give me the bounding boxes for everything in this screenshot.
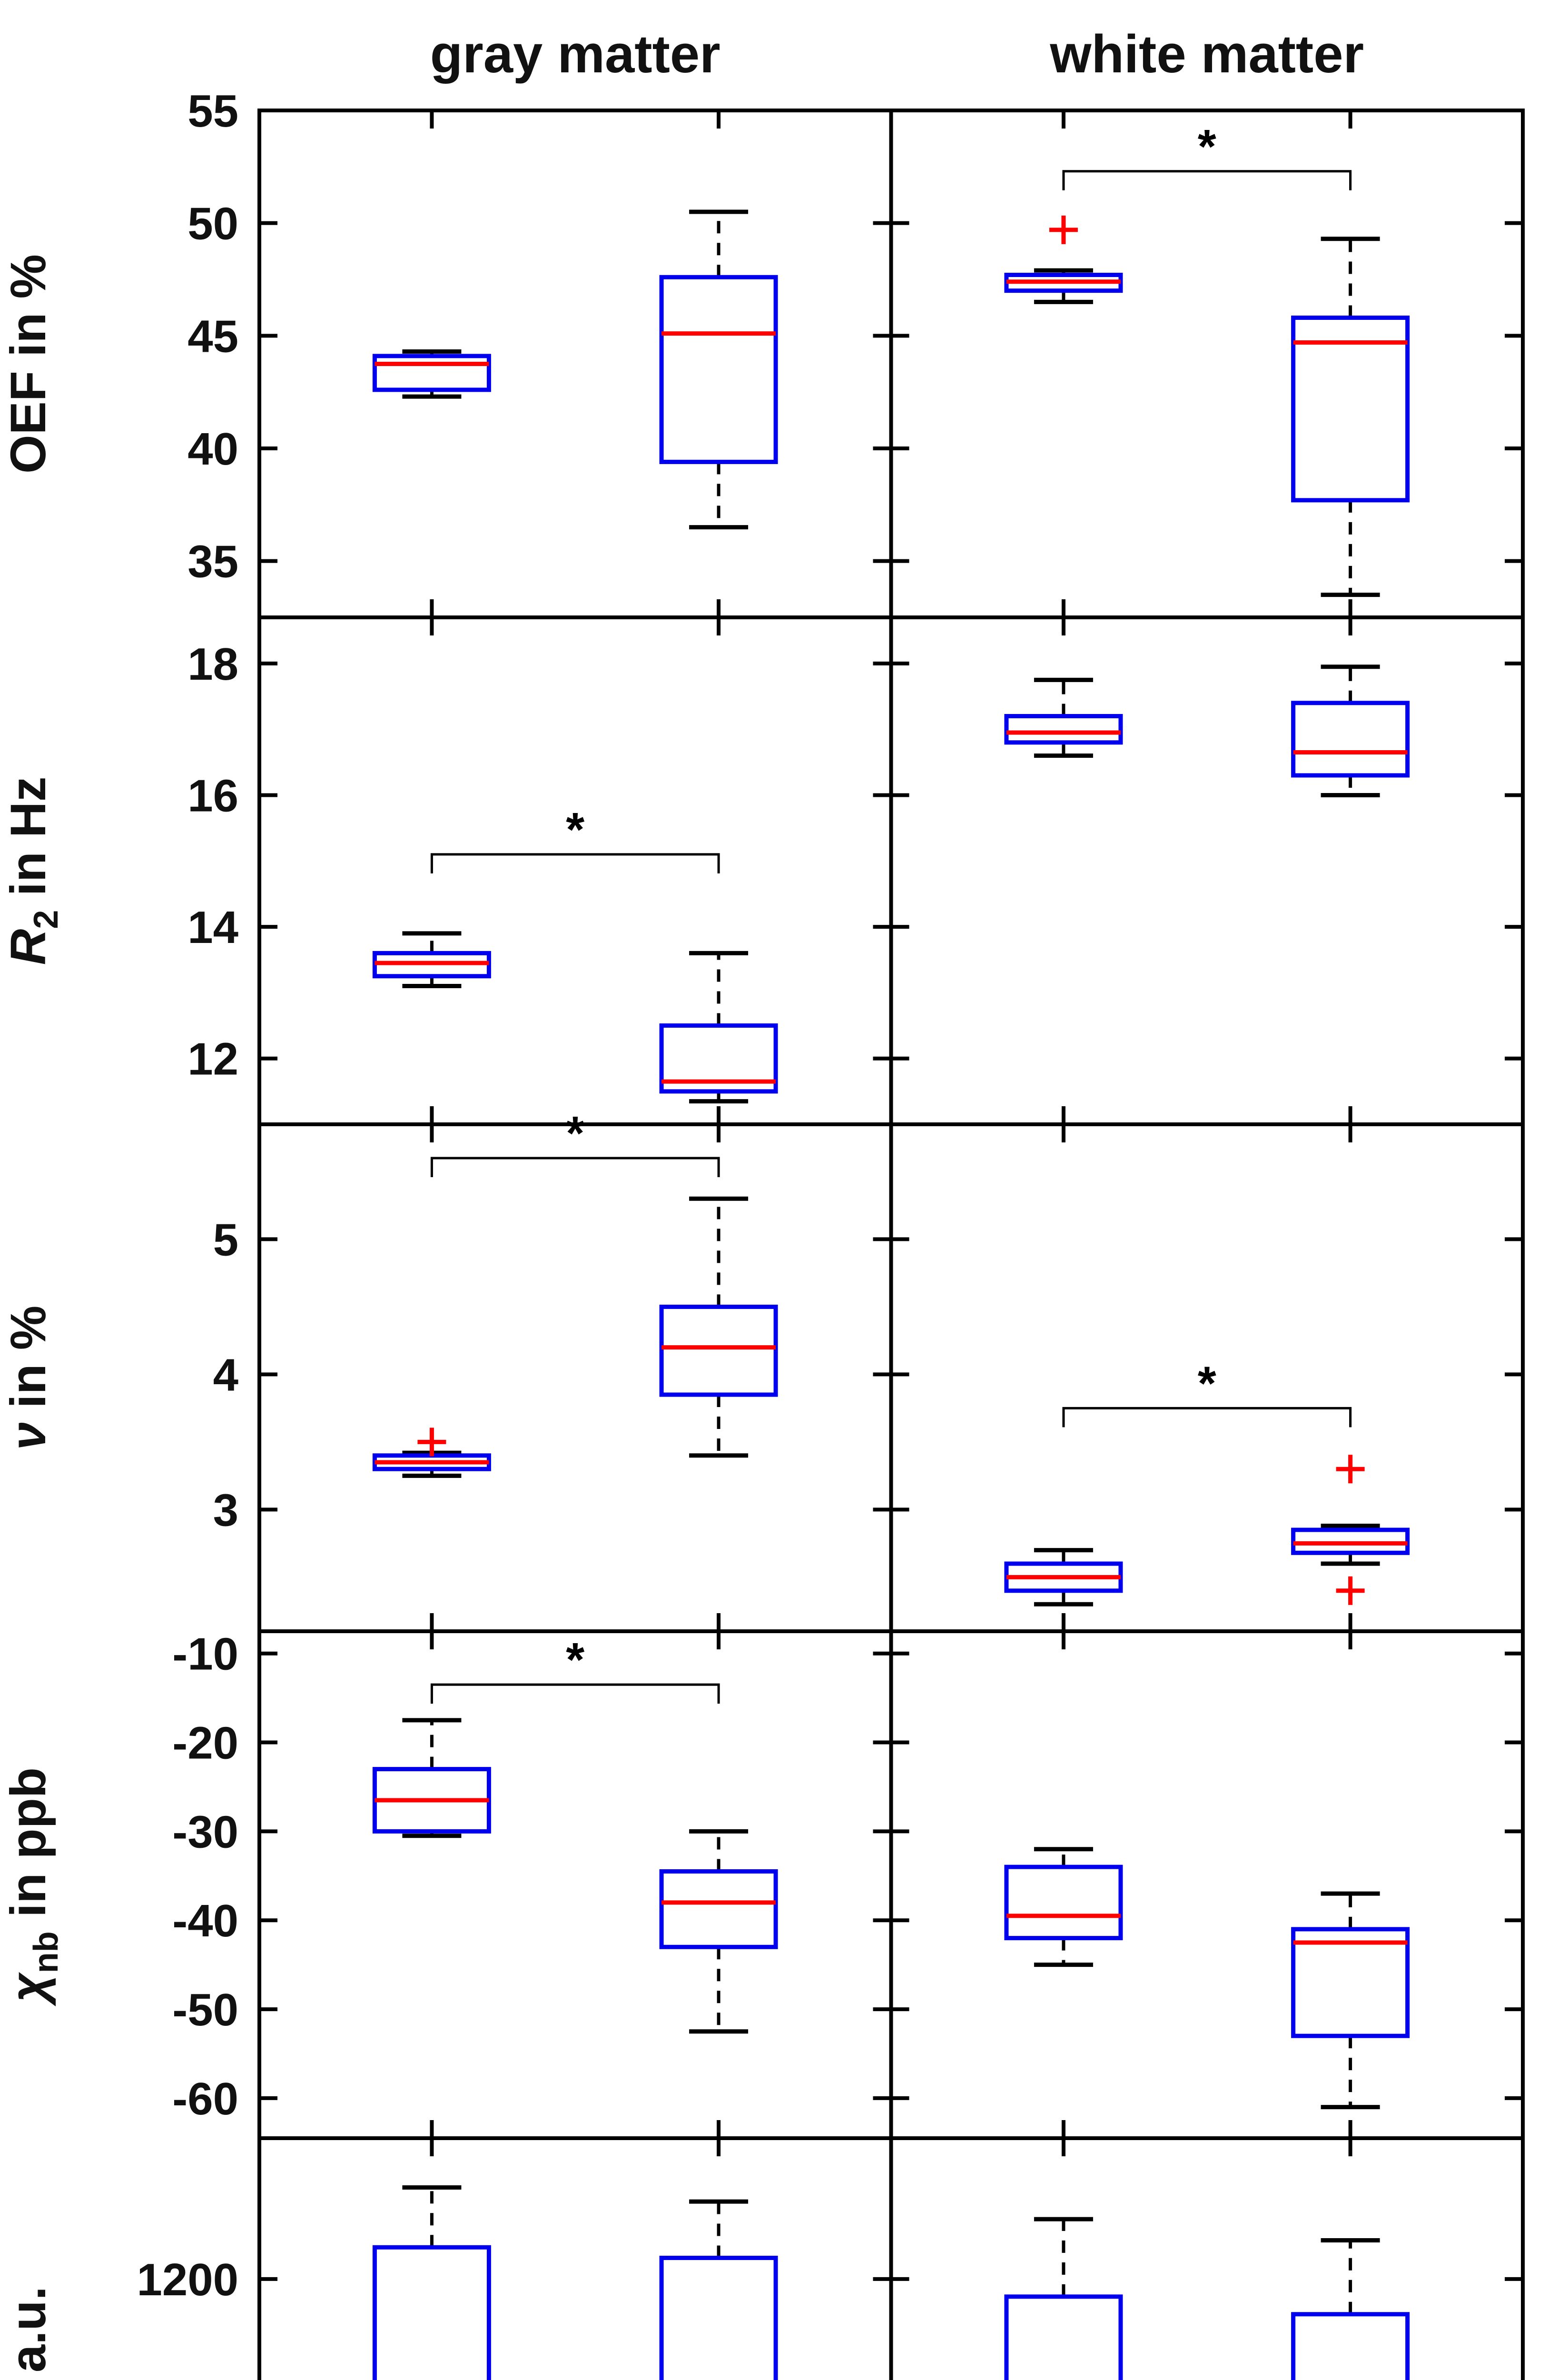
y-tick-label: 16 [187, 770, 238, 821]
iqr-box [659, 1023, 778, 1094]
y-tick-label: 40 [187, 424, 238, 475]
iqr-box [659, 1869, 778, 1949]
y-axis-label: ν in % [0, 1306, 56, 1450]
iqr-box [1004, 1864, 1123, 1941]
significance-asterisk: * [1198, 1357, 1216, 1410]
panel-border [889, 2136, 1525, 2380]
iqr-box [372, 2245, 491, 2380]
iqr-box [659, 275, 778, 464]
iqr-box [1291, 2312, 1410, 2380]
panel-border [257, 1122, 893, 1633]
y-tick-label: 35 [187, 536, 238, 587]
column-title: gray matter [430, 24, 720, 84]
iqr-box [659, 2255, 778, 2380]
iqr-box [1004, 2294, 1123, 2380]
significance-bracket [1062, 170, 1352, 190]
panel-border [257, 109, 893, 619]
significance-asterisk: * [1198, 120, 1216, 173]
iqr-box [1291, 701, 1410, 778]
y-tick-label: 4 [213, 1349, 238, 1400]
y-tick-label: 45 [187, 311, 238, 362]
significance-bracket [430, 853, 720, 873]
y-tick-label: 14 [187, 902, 238, 953]
y-tick-label: 1200 [137, 2254, 238, 2305]
iqr-box [372, 354, 491, 392]
y-tick-label: 5 [213, 1214, 238, 1265]
y-axis-label: χnb in ppb [0, 1767, 65, 2007]
y-tick-label: -40 [172, 1895, 238, 1946]
column-title: white matter [1049, 24, 1364, 84]
significance-asterisk: * [566, 1107, 584, 1160]
y-axis-label: OEF in % [0, 254, 56, 474]
y-tick-label: 3 [213, 1485, 238, 1536]
y-tick-label: 12 [187, 1034, 238, 1085]
panel-border [257, 2136, 893, 2380]
panel-border [889, 109, 1525, 619]
panel-border [889, 615, 1525, 1126]
significance-bracket [430, 1157, 720, 1177]
iqr-box [1291, 315, 1410, 503]
y-tick-label: -30 [172, 1806, 238, 1857]
y-tick-label: -10 [172, 1629, 238, 1680]
y-axis-label: S0 in a.u. [0, 2286, 65, 2380]
iqr-box [1291, 1927, 1410, 2038]
y-axis-label: R2 in Hz [0, 777, 65, 965]
panel-border [889, 1629, 1525, 2140]
significance-bracket [430, 1683, 720, 1704]
y-tick-label: -20 [172, 1718, 238, 1769]
iqr-box [659, 1304, 778, 1397]
panel-border [257, 1629, 893, 2140]
y-tick-label: 55 [187, 86, 238, 137]
y-tick-label: -60 [172, 2073, 238, 2124]
y-tick-label: 50 [187, 198, 238, 249]
significance-bracket [1062, 1407, 1352, 1428]
y-tick-label: 18 [187, 639, 238, 690]
significance-asterisk: * [566, 1633, 584, 1686]
y-tick-label: -50 [172, 1984, 238, 2035]
significance-asterisk: * [566, 803, 584, 856]
panel-border [257, 615, 893, 1126]
iqr-box [1004, 714, 1123, 745]
